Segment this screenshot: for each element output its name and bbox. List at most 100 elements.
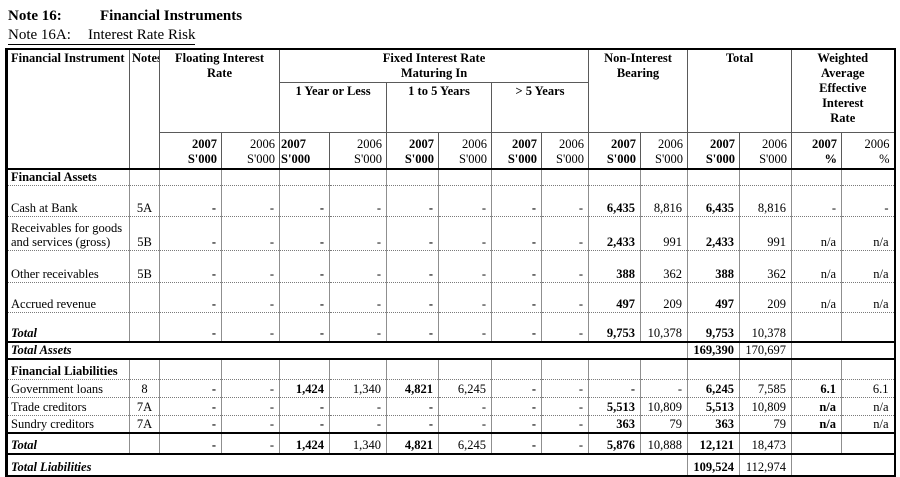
value-cell: n/a	[791, 396, 843, 416]
value-cell: 7,585	[739, 378, 793, 398]
value-cell: -	[386, 184, 440, 217]
note-cell: 5B	[129, 215, 160, 251]
value-cell: -	[491, 432, 543, 455]
subnote-title: Interest Rate Risk	[88, 27, 196, 43]
value-cell: -	[541, 215, 590, 251]
year-col-header: 2007 S'000	[491, 132, 543, 169]
value-cell	[687, 168, 741, 186]
value-cell: -	[438, 311, 493, 343]
col-header-over-5-years: > 5 Years	[491, 82, 590, 133]
col-header-non-interest: Non-Interest Bearing	[588, 48, 689, 133]
year-col-header: 2006 S'000	[329, 132, 388, 169]
title-block: Note 16: Financial Instruments Note 16A: I…	[8, 8, 900, 45]
table-row: Total Liabilities 109,524 112,974	[5, 453, 896, 477]
value-cell: -	[279, 281, 331, 313]
value-cell: -	[329, 281, 388, 313]
value-cell: -	[159, 396, 222, 416]
value-cell: -	[220, 281, 281, 313]
col-header-notes: Notes	[129, 48, 160, 169]
table-row: Total - -1,424 1,340 4,821 6,245- -5,876 10,888…	[6, 432, 896, 455]
value-cell: -	[220, 414, 281, 434]
value-cell: -	[491, 184, 543, 217]
value-cell: 6,435	[588, 184, 642, 217]
value-cell: -	[791, 184, 843, 217]
value-cell: 12,121	[687, 432, 741, 455]
value-cell: n/a	[791, 249, 843, 283]
col-header-weighted-average: Weighted Average Effective Interest Rate	[791, 48, 896, 133]
blank-cell	[791, 341, 896, 360]
value-cell: -	[438, 414, 493, 434]
year-col-header: 2006 S'000	[739, 132, 793, 169]
col-header-fixed-rate: Fixed Interest Rate Maturing In	[279, 48, 590, 83]
value-cell: 388	[687, 249, 741, 283]
value-cell: 8,816	[640, 184, 689, 217]
year-col-header: 2007 S'000	[588, 132, 642, 169]
table-row: Cash at Bank 5A - - - - - - - -6,435 8,816 6,435 8,8…	[6, 184, 896, 217]
value-cell: -	[386, 396, 440, 416]
value-cell: n/a	[841, 249, 896, 283]
note-cell	[129, 432, 160, 455]
value-cell	[541, 358, 590, 380]
value-cell: 170,697	[739, 341, 793, 360]
value-cell: -	[640, 378, 689, 398]
value-cell: 18,473	[739, 432, 793, 455]
value-cell: -	[329, 414, 388, 434]
note-cell: 8	[129, 378, 160, 398]
value-cell: 1,340	[329, 378, 388, 398]
table-body: Financial Assets Cash at Bank 5A - - - - - - - -6,…	[5, 168, 896, 477]
value-cell	[841, 311, 896, 343]
value-cell	[588, 358, 642, 380]
value-cell: 497	[588, 281, 642, 313]
year-col-header: 2006%	[841, 132, 896, 169]
value-cell	[739, 168, 793, 186]
value-cell	[386, 168, 440, 186]
row-label: Total	[6, 432, 130, 455]
value-cell	[491, 168, 543, 186]
interest-rate-risk-table: Financial Instrument Notes Floating Inte…	[5, 48, 896, 477]
value-cell: -	[329, 396, 388, 416]
value-cell	[220, 168, 281, 186]
year-col-header: 2007 S'000	[279, 132, 331, 169]
value-cell: -	[329, 215, 388, 251]
value-cell: -	[541, 378, 590, 398]
value-cell: -	[220, 311, 281, 343]
value-cell: n/a	[841, 215, 896, 251]
value-cell: -	[491, 396, 543, 416]
value-cell	[791, 168, 843, 186]
value-cell: -	[541, 281, 590, 313]
year-col-header: 2006 S'000	[541, 132, 590, 169]
table-row: Receivables for goods and services (gros…	[6, 215, 896, 251]
note-heading: Note 16: Financial Instruments	[8, 8, 900, 25]
value-cell: -	[438, 184, 493, 217]
value-cell: -	[491, 281, 543, 313]
value-cell: n/a	[841, 396, 896, 416]
table-row: Accrued revenue - - - - - - - -497 209 497 209 n/a n/…	[6, 281, 896, 313]
value-cell	[739, 358, 793, 380]
row-label: Financial Liabilities	[6, 358, 130, 380]
value-cell: -	[159, 432, 222, 455]
value-cell: -	[279, 184, 331, 217]
weighted-average-label: Weighted Average Effective Interest Rate	[817, 51, 869, 125]
subnote-underlined: Note 16A: Interest Rate Risk	[8, 26, 196, 45]
value-cell: 6.1	[791, 378, 843, 398]
row-label: Sundry creditors	[6, 414, 130, 434]
value-cell: 991	[739, 215, 793, 251]
year-col-header: 2007 S'000	[386, 132, 440, 169]
table-row: Total Assets 169,390 170,697	[5, 341, 896, 360]
table-row: Financial Liabilities	[6, 358, 896, 380]
value-cell	[220, 358, 281, 380]
value-cell: -	[329, 311, 388, 343]
row-label: Total Liabilities	[5, 453, 689, 477]
subnote-label: Note 16A:	[8, 27, 71, 43]
value-cell: 6,245	[687, 378, 741, 398]
value-cell	[791, 311, 843, 343]
value-cell: -	[438, 249, 493, 283]
value-cell	[159, 168, 222, 186]
value-cell	[841, 432, 896, 455]
value-cell: -	[588, 378, 642, 398]
value-cell: -	[279, 215, 331, 251]
col-header-1-year-or-less: 1 Year or Less	[279, 82, 388, 133]
value-cell: -	[386, 215, 440, 251]
value-cell: 991	[640, 215, 689, 251]
value-cell: -	[386, 311, 440, 343]
